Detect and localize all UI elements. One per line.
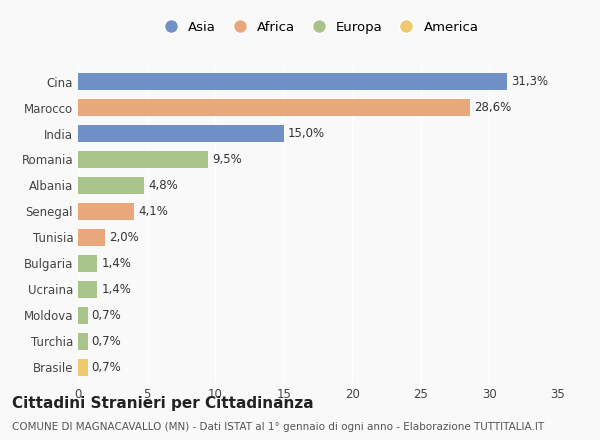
Bar (78, 281, 97, 298)
Text: 4,1%: 4,1% (139, 205, 168, 218)
Bar (78, 307, 88, 324)
Bar (78, 359, 88, 376)
Bar (78, 333, 88, 350)
Text: Cittadini Stranieri per Cittadinanza: Cittadini Stranieri per Cittadinanza (12, 396, 314, 411)
Text: 0,7%: 0,7% (92, 361, 121, 374)
Text: 2,0%: 2,0% (110, 231, 139, 244)
Text: 0,7%: 0,7% (92, 309, 121, 322)
Bar (78, 125, 284, 142)
Legend: Asia, Africa, Europa, America: Asia, Africa, Europa, America (152, 15, 484, 39)
Bar (78, 73, 507, 90)
Text: 0,7%: 0,7% (92, 335, 121, 348)
Bar (78, 177, 144, 194)
Text: 1,4%: 1,4% (101, 257, 131, 270)
Bar (78, 203, 134, 220)
Bar (78, 99, 470, 116)
Bar (78, 151, 208, 168)
Text: 4,8%: 4,8% (148, 179, 178, 192)
Text: 31,3%: 31,3% (511, 75, 548, 88)
Text: 28,6%: 28,6% (475, 101, 512, 114)
Text: COMUNE DI MAGNACAVALLO (MN) - Dati ISTAT al 1° gennaio di ogni anno - Elaborazio: COMUNE DI MAGNACAVALLO (MN) - Dati ISTAT… (12, 422, 544, 433)
Text: 1,4%: 1,4% (101, 283, 131, 296)
Text: 15,0%: 15,0% (288, 127, 325, 140)
Text: 9,5%: 9,5% (212, 153, 242, 166)
Bar (78, 229, 106, 246)
Bar (78, 255, 97, 272)
